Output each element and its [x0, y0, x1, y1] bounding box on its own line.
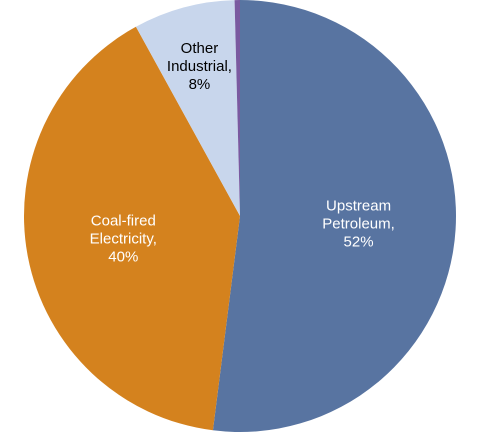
pie-slice-label-line: Petroleum,	[322, 215, 395, 232]
pie-slice-3	[234, 0, 240, 216]
pie-slice-label-line: 40%	[108, 248, 138, 265]
pie-slice-label-0: Upstream Petroleum, 52%	[322, 197, 395, 250]
pie-slice-label-1: Coal-fired Electricity, 40%	[90, 212, 157, 265]
pie-slice-label-line: 8%	[189, 76, 211, 93]
pie-slice-2	[135, 0, 240, 216]
pie-slices	[23, 0, 456, 432]
pie-slice-1	[23, 26, 240, 431]
pie-slice-label-line: Other	[181, 40, 219, 57]
pie-slice-label-line: Electricity,	[90, 230, 157, 247]
pie-slice-label-line: Upstream	[326, 197, 391, 214]
pie-labels: Upstream Petroleum, 52% Coal-fired Electrici…	[90, 40, 395, 265]
pie-slice-label-line: 52%	[344, 233, 374, 250]
pie-slice-label-line: Industrial,	[167, 58, 232, 75]
pie-slice-label-2: Other Industrial, 8%	[167, 40, 232, 93]
pie-slice-label-line: Coal-fired	[91, 212, 156, 229]
pie-slice-0	[212, 0, 456, 432]
